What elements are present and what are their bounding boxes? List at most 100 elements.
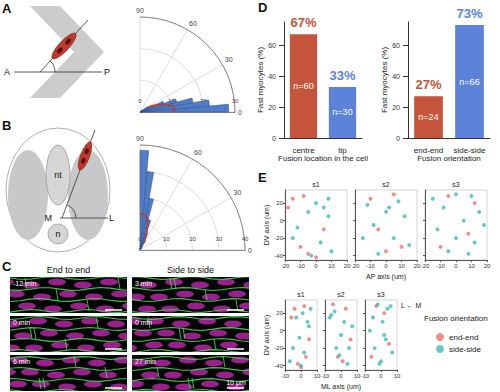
svg-text:End to end: End to end	[47, 265, 91, 275]
svg-text:-40: -40	[274, 363, 283, 369]
svg-text:-20: -20	[351, 263, 360, 269]
svg-text:10: 10	[394, 373, 401, 379]
svg-text:0: 0	[384, 263, 388, 269]
svg-text:40: 40	[268, 73, 276, 80]
svg-text:60: 60	[268, 42, 276, 49]
svg-text:6 min: 6 min	[13, 358, 30, 365]
svg-text:30: 30	[234, 189, 242, 196]
svg-text:P: P	[104, 67, 110, 77]
svg-text:0: 0	[339, 373, 343, 379]
svg-text:0: 0	[454, 263, 458, 269]
svg-text:33%: 33%	[329, 68, 355, 83]
svg-text:10: 10	[468, 263, 475, 269]
svg-text:C: C	[2, 259, 12, 274]
svg-text:-10: -10	[366, 263, 375, 269]
svg-text:20: 20	[189, 236, 196, 242]
svg-text:20: 20	[268, 104, 276, 111]
svg-text:L: L	[109, 213, 114, 223]
svg-text:20: 20	[276, 200, 283, 206]
svg-text:3 min: 3 min	[135, 280, 152, 287]
svg-text:-20: -20	[281, 263, 290, 269]
svg-text:side-side: side-side	[453, 146, 486, 155]
svg-text:centre: centre	[292, 146, 315, 155]
svg-text:D: D	[258, 0, 267, 15]
svg-text:60: 60	[189, 20, 197, 27]
svg-text:nt: nt	[54, 170, 62, 180]
svg-text:A: A	[4, 67, 10, 77]
svg-text:n=30: n=30	[332, 107, 352, 117]
svg-text:A: A	[2, 1, 12, 16]
svg-text:Fusion orientation: Fusion orientation	[417, 154, 481, 163]
svg-text:20: 20	[484, 263, 491, 269]
svg-text:s2: s2	[337, 291, 345, 298]
svg-text:DV axis (um): DV axis (um)	[263, 205, 271, 245]
svg-text:10 μm: 10 μm	[226, 379, 246, 387]
svg-text:DV axis (um): DV axis (um)	[263, 315, 271, 355]
svg-text:20: 20	[276, 310, 283, 316]
svg-text:90: 90	[136, 135, 144, 142]
svg-text:E: E	[258, 170, 267, 185]
svg-text:n: n	[55, 229, 60, 239]
svg-text:M: M	[45, 213, 53, 223]
svg-text:Fast myocytes (%): Fast myocytes (%)	[256, 47, 265, 114]
svg-text:0: 0	[314, 263, 318, 269]
svg-text:tip: tip	[338, 146, 347, 155]
svg-text:L ← M: L ← M	[401, 302, 422, 309]
svg-text:-12 min: -12 min	[13, 280, 36, 287]
svg-text:30: 30	[225, 56, 233, 63]
svg-text:n=60: n=60	[293, 81, 313, 91]
svg-text:side-side: side-side	[449, 345, 482, 354]
svg-text:Fast myocytes (%): Fast myocytes (%)	[380, 47, 389, 114]
svg-text:-10: -10	[361, 373, 370, 379]
svg-text:27 min: 27 min	[135, 358, 156, 365]
svg-text:-10: -10	[281, 373, 290, 379]
svg-text:-20: -20	[274, 345, 283, 351]
svg-text:Fusion orientation: Fusion orientation	[424, 314, 488, 323]
svg-text:n=24: n=24	[418, 112, 438, 122]
svg-text:10: 10	[328, 263, 335, 269]
svg-text:0: 0	[272, 135, 276, 142]
svg-text:s1: s1	[312, 181, 320, 188]
svg-text:end-end: end-end	[414, 146, 443, 155]
svg-text:ML axis (um): ML axis (um)	[321, 383, 361, 391]
svg-text:Side to side: Side to side	[167, 265, 214, 275]
svg-text:AP axis (um): AP axis (um)	[366, 273, 406, 281]
svg-text:-10: -10	[436, 263, 445, 269]
svg-text:67%: 67%	[290, 15, 316, 30]
svg-text:0 min: 0 min	[135, 319, 152, 326]
svg-text:end-end: end-end	[449, 333, 478, 342]
svg-text:73%: 73%	[456, 6, 482, 21]
svg-text:30: 30	[215, 236, 222, 242]
svg-text:40: 40	[242, 236, 249, 242]
svg-text:-10: -10	[296, 263, 305, 269]
svg-text:20: 20	[392, 104, 400, 111]
svg-text:30: 30	[232, 98, 239, 104]
svg-text:s3: s3	[452, 181, 460, 188]
svg-text:s3: s3	[377, 291, 385, 298]
svg-text:60: 60	[194, 149, 202, 156]
svg-text:0: 0	[280, 218, 284, 224]
svg-text:0: 0	[379, 373, 383, 379]
svg-text:-40: -40	[274, 253, 283, 259]
svg-text:0 min: 0 min	[13, 319, 30, 326]
svg-text:90: 90	[136, 7, 144, 14]
svg-text:Fusion location in the cell: Fusion location in the cell	[278, 154, 368, 163]
svg-text:0: 0	[238, 109, 242, 116]
svg-text:s1: s1	[297, 291, 305, 298]
svg-text:-10: -10	[321, 373, 330, 379]
svg-text:-20: -20	[274, 235, 283, 241]
svg-text:n=66: n=66	[459, 77, 479, 87]
svg-text:0: 0	[299, 373, 303, 379]
svg-text:60: 60	[392, 42, 400, 49]
svg-text:B: B	[2, 118, 11, 133]
svg-text:-20: -20	[421, 263, 430, 269]
svg-text:s2: s2	[382, 181, 390, 188]
svg-text:0: 0	[280, 328, 284, 334]
svg-text:10: 10	[163, 236, 170, 242]
svg-text:0: 0	[396, 135, 400, 142]
svg-text:0: 0	[248, 247, 252, 254]
svg-text:40: 40	[392, 73, 400, 80]
svg-text:27%: 27%	[415, 77, 441, 92]
svg-text:10: 10	[398, 263, 405, 269]
svg-text:0: 0	[138, 98, 142, 104]
